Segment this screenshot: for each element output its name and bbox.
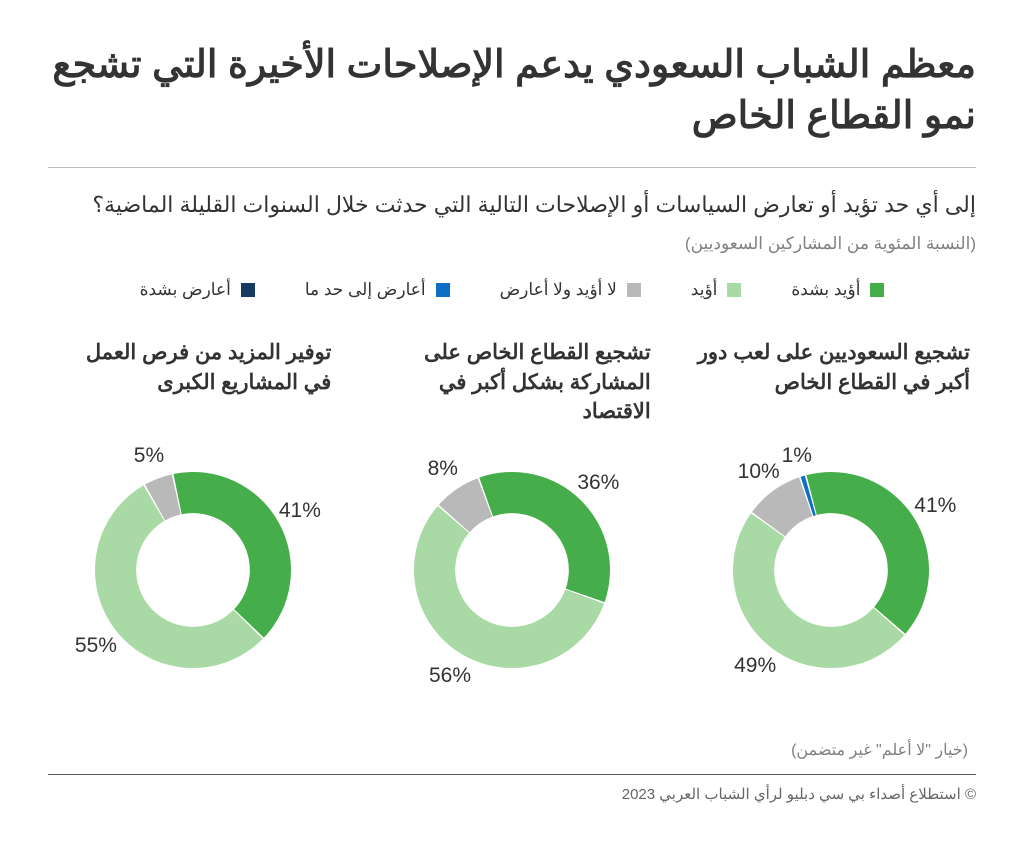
slice-label: 56% [429, 664, 471, 688]
title-divider [48, 167, 976, 168]
chart-title: توفير المزيد من فرص العمل في المشاريع ال… [48, 338, 337, 434]
charts-row: تشجيع السعوديين على لعب دور أكبر في القط… [48, 338, 976, 700]
chart-column: تشجيع السعوديين على لعب دور أكبر في القط… [687, 338, 976, 700]
legend-item: أؤيد [691, 280, 742, 300]
bottom-divider [48, 774, 976, 775]
legend-item: أؤيد بشدة [791, 280, 884, 300]
legend-swatch [241, 283, 255, 297]
legend-label: أؤيد بشدة [791, 280, 860, 300]
page-title: معظم الشباب السعودي يدعم الإصلاحات الأخي… [48, 40, 976, 143]
slice-label: 8% [428, 457, 458, 481]
donut-slice [807, 472, 930, 634]
slice-label: 49% [734, 654, 776, 678]
legend-item: لا أؤيد ولا أعارض [500, 280, 641, 300]
survey-question: إلى أي حد تؤيد أو تعارض السياسات أو الإص… [48, 190, 976, 221]
chart-column: توفير المزيد من فرص العمل في المشاريع ال… [48, 338, 337, 700]
credit-line: © استطلاع أصداء بي سي دبليو لرأي الشباب … [48, 785, 976, 803]
slice-label: 55% [75, 634, 117, 658]
legend-swatch [436, 283, 450, 297]
donut-chart: 41% 49% 10%1% [701, 440, 961, 700]
slice-label: 36% [577, 471, 619, 495]
legend-swatch [870, 283, 884, 297]
donut-chart: 36% 56% 8% [382, 440, 642, 700]
legend-label: أعارض إلى حد ما [305, 280, 426, 300]
survey-subnote: (النسبة المئوية من المشاركين السعوديين) [48, 234, 976, 254]
slice-label: 5% [134, 444, 164, 468]
legend-item: أعارض إلى حد ما [305, 280, 450, 300]
slice-label: 1% [782, 444, 812, 468]
footnote: (خيار "لا أعلم" غير متضمن) [48, 740, 968, 760]
legend-swatch [727, 283, 741, 297]
legend-label: لا أؤيد ولا أعارض [500, 280, 617, 300]
chart-title: تشجيع السعوديين على لعب دور أكبر في القط… [687, 338, 976, 434]
legend-swatch [627, 283, 641, 297]
slice-label: 41% [279, 499, 321, 523]
donut-chart: 41% 55% 5% [63, 440, 323, 700]
slice-label: 41% [914, 494, 956, 518]
slice-label: 10% [738, 460, 780, 484]
chart-column: تشجيع القطاع الخاص على المشاركة بشكل أكب… [367, 338, 656, 700]
chart-title: تشجيع القطاع الخاص على المشاركة بشكل أكب… [367, 338, 656, 434]
legend-label: أؤيد [691, 280, 718, 300]
legend: أؤيد بشدة أؤيد لا أؤيد ولا أعارض أعارض إلى … [48, 280, 976, 300]
legend-label: أعارض بشدة [140, 280, 231, 300]
legend-item: أعارض بشدة [140, 280, 255, 300]
